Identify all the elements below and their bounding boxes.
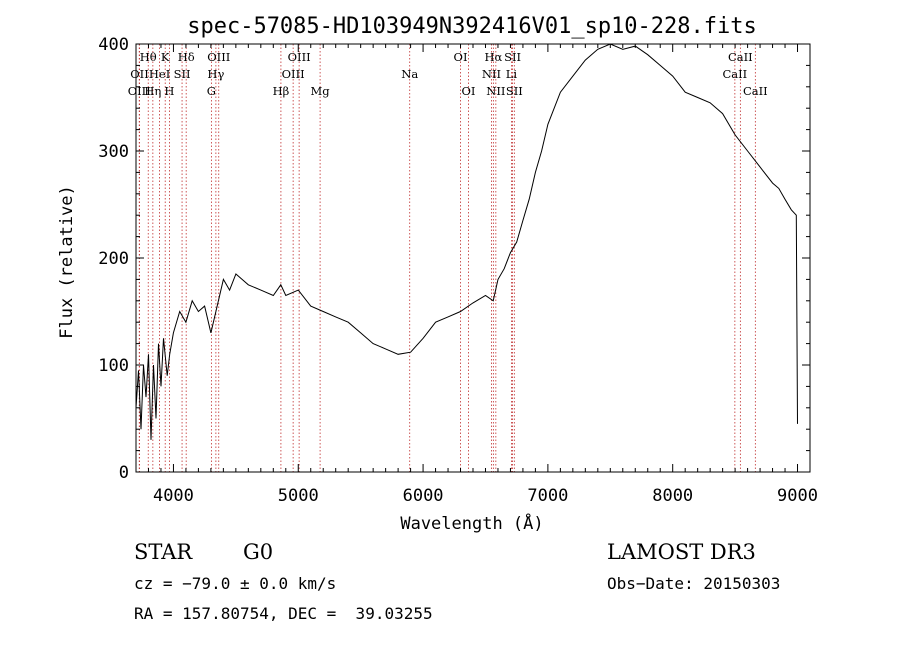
x-tick-label: 9000 xyxy=(777,486,818,506)
x-tick-label: 6000 xyxy=(403,486,444,506)
plot-frame xyxy=(135,43,811,473)
spectral-line-label: Hα xyxy=(484,50,502,64)
x-axis-label: Wavelength (Å) xyxy=(400,512,543,534)
spectral-line-label: Na xyxy=(401,67,418,81)
y-tick-label: 300 xyxy=(98,142,129,162)
y-axis-ticks: 0 100 200 300 400 xyxy=(98,35,810,483)
spectral-line-label: OIII xyxy=(207,50,230,64)
spectral-line-label: SII xyxy=(504,50,521,64)
spectral-line-label: OI xyxy=(462,84,476,98)
coordinates: RA = 157.80754, DEC = 39.03255 xyxy=(134,604,433,623)
spectral-line-label: Hδ xyxy=(178,50,195,64)
spectral-line-label: Hγ xyxy=(207,67,224,81)
spectral-line-label: NII xyxy=(486,84,505,98)
spectral-line-label: CaII xyxy=(722,67,747,81)
spectral-line-label: Hθ xyxy=(140,50,157,64)
x-tick-label: 4000 xyxy=(153,486,194,506)
y-tick-label: 400 xyxy=(98,35,129,55)
spectral-line-label: Hβ xyxy=(273,84,290,98)
x-axis-ticks: 4000 5000 6000 7000 8000 9000 xyxy=(135,44,818,506)
flux-series-line xyxy=(135,43,798,440)
chart-title: spec-57085-HD103949N392416V01_sp10-228.f… xyxy=(187,14,757,39)
y-axis-label: Flux (relative) xyxy=(57,185,77,339)
spectral-line-label: SII xyxy=(506,84,523,98)
spectral-line-label: CaII xyxy=(728,50,753,64)
spectral-line-label: SII xyxy=(174,67,191,81)
y-tick-label: 100 xyxy=(98,356,129,376)
x-tick-label: 5000 xyxy=(278,486,319,506)
x-tick-label: 8000 xyxy=(652,486,693,506)
spectral-line-label: Mg xyxy=(311,84,331,98)
spectral-line-label: G xyxy=(207,84,216,98)
spectral-line-label: OI xyxy=(454,50,468,64)
redshift-text: cz = −79.0 ± 0.0 km/s xyxy=(134,574,337,593)
spectral-line-label: Hη xyxy=(144,84,161,98)
spectral-line-label: OII xyxy=(130,67,149,81)
spectral-line-label: H xyxy=(164,84,174,98)
spectral-line-label: K xyxy=(161,50,170,64)
spectral-line-label: OIII xyxy=(282,67,305,81)
spectral-line-label: HeI xyxy=(149,67,170,81)
y-tick-label: 0 xyxy=(119,463,129,483)
spectral-line-label: OIII xyxy=(288,50,311,64)
obs-date: Obs−Date: 20150303 xyxy=(607,574,781,593)
spectral-line-markers xyxy=(138,44,756,472)
spectral-line-label: NII xyxy=(482,67,501,81)
survey-label: LAMOST DR3 xyxy=(607,540,756,564)
x-tick-label: 7000 xyxy=(527,486,568,506)
object-class: STAR xyxy=(134,540,193,564)
subclass: G0 xyxy=(243,540,274,564)
y-tick-label: 200 xyxy=(98,249,129,269)
spectral-line-label: CaII xyxy=(743,84,768,98)
spectral-line-label: Li xyxy=(506,67,518,81)
spectral-line-label: OIII xyxy=(128,84,151,98)
